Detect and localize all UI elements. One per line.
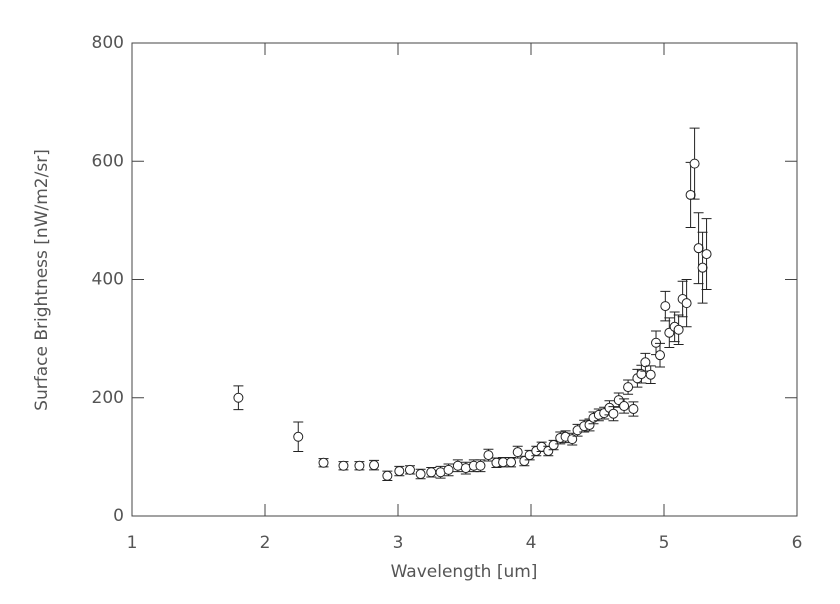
data-point — [506, 457, 517, 468]
y-tick-label: 600 — [92, 151, 124, 171]
data-point — [655, 350, 666, 361]
data-point — [318, 457, 329, 468]
y-tick-label: 800 — [92, 33, 124, 53]
x-tick-label: 5 — [659, 533, 670, 553]
data-point — [697, 262, 708, 273]
data-point — [426, 467, 437, 478]
y-axis-label: Surface Brightness [nW/m2/sr] — [32, 149, 52, 411]
x-tick-label: 1 — [127, 533, 138, 553]
data-point — [394, 466, 405, 477]
data-point — [681, 298, 692, 309]
data-point — [628, 403, 639, 414]
data-point — [382, 470, 393, 481]
data-point — [645, 369, 656, 380]
data-point — [415, 469, 426, 480]
data-point — [567, 434, 578, 445]
x-tick-label: 6 — [792, 533, 803, 553]
x-tick-label: 4 — [526, 533, 537, 553]
data-point — [619, 401, 630, 412]
data-point — [623, 382, 634, 393]
data-point — [369, 460, 380, 471]
x-tick-label: 2 — [260, 533, 271, 553]
data-point — [338, 460, 349, 471]
y-tick-label: 0 — [113, 506, 124, 526]
data-point — [443, 464, 454, 475]
data-point — [354, 460, 365, 471]
data-point — [548, 440, 559, 451]
x-tick-label: 3 — [393, 533, 404, 553]
data-point — [685, 189, 696, 200]
data-point — [233, 392, 244, 403]
data-point — [701, 249, 712, 260]
data-point — [475, 460, 486, 471]
data-point — [673, 324, 684, 335]
data-point — [651, 337, 662, 348]
data-point — [660, 301, 671, 312]
y-tick-label: 400 — [92, 270, 124, 290]
data-point — [512, 447, 523, 458]
data-point — [293, 431, 304, 442]
plot-frame — [131, 42, 798, 517]
data-point — [693, 243, 704, 254]
y-tick-label: 200 — [92, 388, 124, 408]
data-point — [640, 357, 651, 368]
data-point — [689, 158, 700, 169]
x-axis-label: Wavelength [um] — [391, 562, 538, 582]
data-point — [404, 464, 415, 475]
data-point — [608, 408, 619, 419]
data-point — [483, 450, 494, 461]
